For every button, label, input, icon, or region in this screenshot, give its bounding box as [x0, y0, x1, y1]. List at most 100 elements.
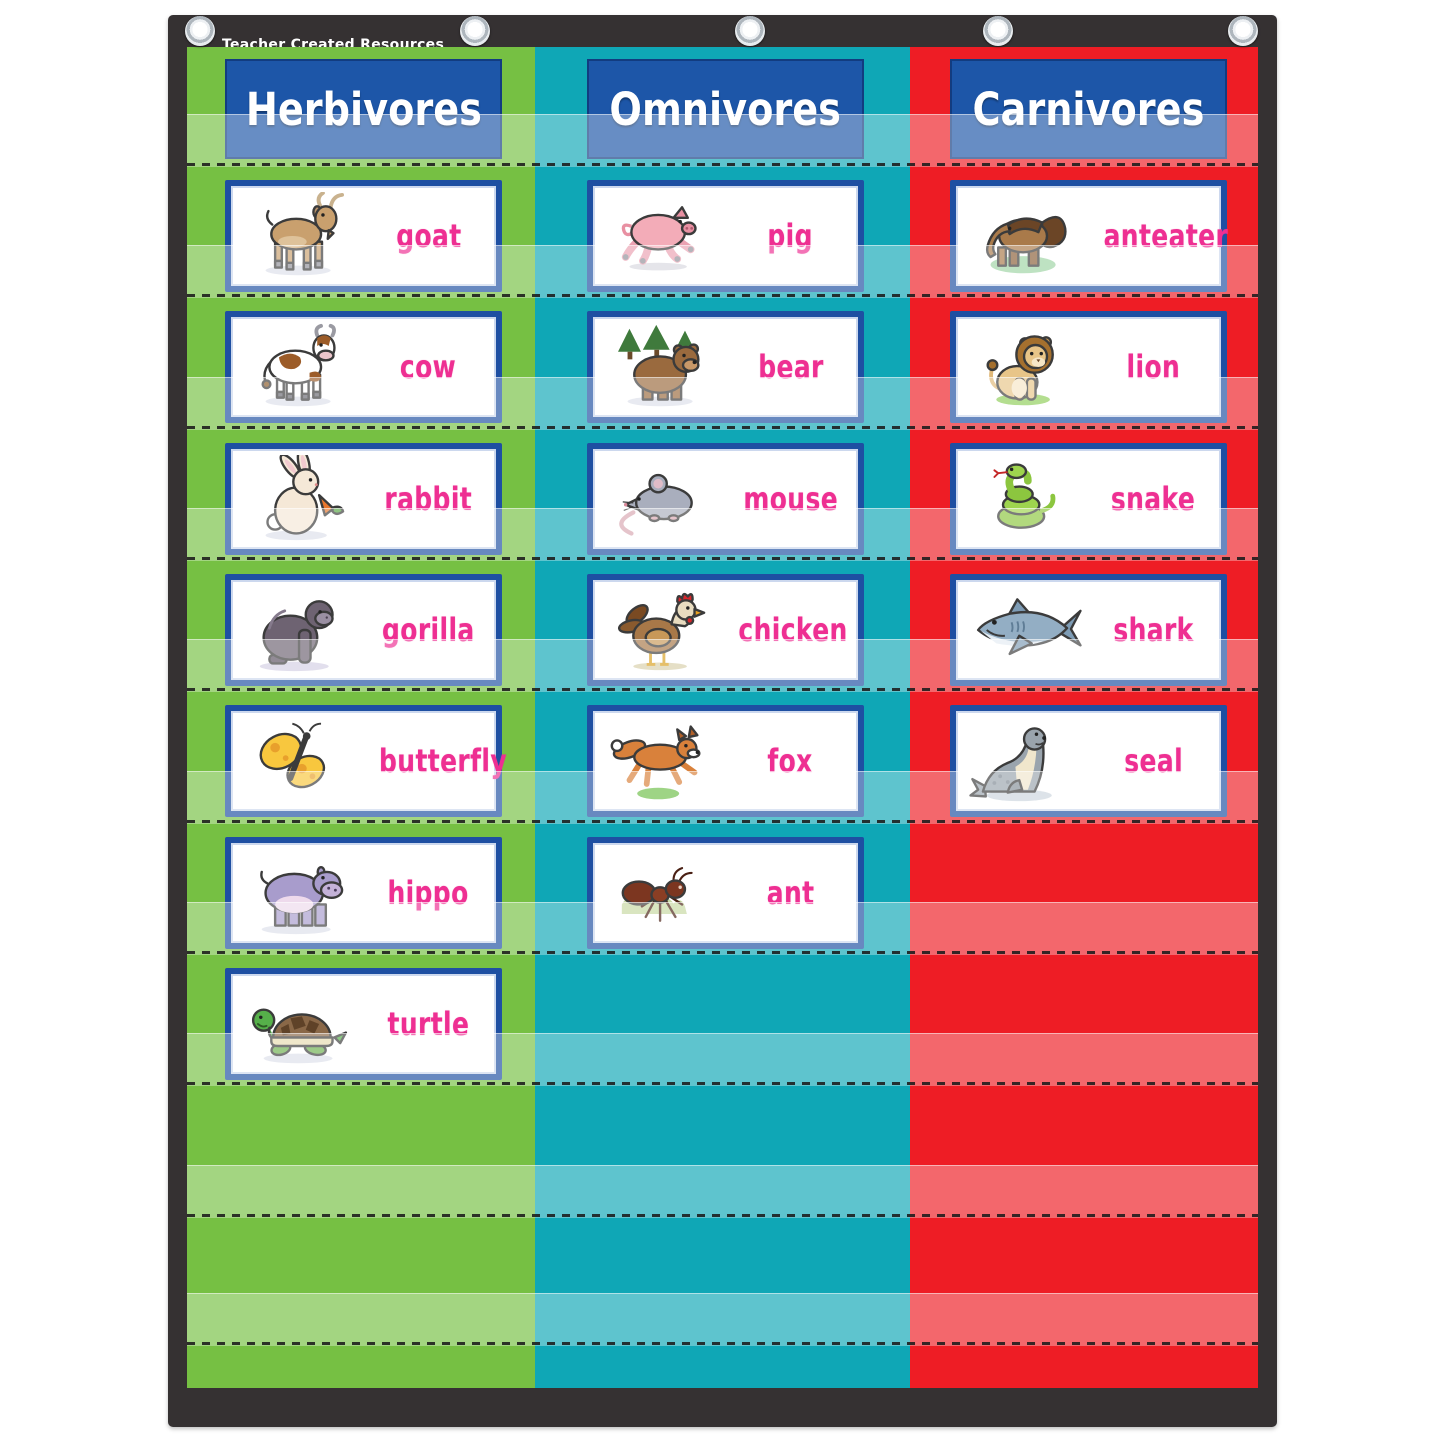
grommet-icon [983, 16, 1013, 46]
animal-card-cow[interactable]: cow [225, 311, 502, 423]
lion-image [964, 322, 1086, 412]
bear-illustration-icon [618, 324, 700, 407]
card-word: anteater [1103, 217, 1229, 255]
card-label: seal [1086, 742, 1221, 780]
card-word: fox [767, 742, 814, 780]
pig-illustration-icon [621, 206, 697, 271]
animal-card-pig[interactable]: pig [587, 180, 864, 292]
bear-image [601, 322, 723, 412]
snake-image [964, 454, 1086, 544]
goat-illustration-icon [265, 192, 344, 276]
card-label: mouse [723, 480, 858, 518]
animal-card-hippo[interactable]: hippo [225, 837, 502, 949]
ant-illustration-icon [621, 867, 693, 922]
cow-image [239, 322, 361, 412]
header-title: Herbivores [245, 82, 482, 136]
shark-image [964, 585, 1086, 675]
card-word: seal [1124, 742, 1183, 780]
card-label: shark [1086, 611, 1221, 649]
animal-card-lion[interactable]: lion [950, 311, 1227, 423]
card-word: cow [400, 348, 457, 386]
fox-illustration-icon [610, 725, 701, 800]
card-word: butterfly [379, 742, 507, 780]
card-label: fox [723, 742, 858, 780]
animal-card-seal[interactable]: seal [950, 705, 1227, 817]
anteater-image [964, 191, 1086, 281]
cow-illustration-icon [261, 323, 336, 407]
animal-card-shark[interactable]: shark [950, 574, 1227, 686]
card-word: gorilla [382, 611, 475, 649]
turtle-illustration-icon [251, 1008, 348, 1064]
rabbit-illustration-icon [265, 455, 345, 541]
animal-card-mouse[interactable]: mouse [587, 443, 864, 555]
card-word: lion [1126, 348, 1181, 386]
animal-card-anteater[interactable]: anteater [950, 180, 1228, 292]
animal-card-chicken[interactable]: chicken [587, 574, 864, 686]
seal-illustration-icon [969, 727, 1052, 802]
card-label: snake [1086, 480, 1221, 518]
mouse-illustration-icon [619, 473, 693, 536]
card-label: cow [361, 348, 496, 386]
card-label: hippo [361, 874, 496, 912]
animal-card-gorilla[interactable]: gorilla [225, 574, 502, 686]
card-word: hippo [387, 874, 470, 912]
card-label: gorilla [361, 611, 496, 649]
hippo-image [239, 848, 361, 938]
goat-image [239, 191, 361, 281]
grommet-icon [460, 16, 490, 46]
card-label: pig [723, 217, 858, 255]
seal-image [964, 716, 1086, 806]
card-label: turtle [361, 1005, 496, 1043]
column-header-omnivores[interactable]: Omnivores [587, 59, 864, 159]
column-header-herbivores[interactable]: Herbivores [225, 59, 502, 159]
animal-card-goat[interactable]: goat [225, 180, 502, 292]
ant-image [601, 848, 723, 938]
card-word: turtle [387, 1005, 470, 1043]
gorilla-illustration-icon [259, 600, 334, 672]
grommet-icon [185, 16, 215, 46]
card-word: bear [757, 348, 824, 386]
card-label: lion [1086, 348, 1221, 386]
butterfly-illustration-icon [259, 722, 326, 789]
pig-image [601, 191, 723, 281]
card-label: chicken [723, 611, 863, 649]
card-word: mouse [743, 480, 838, 518]
chicken-image [601, 585, 723, 675]
grommet-icon [735, 16, 765, 46]
hippo-illustration-icon [260, 865, 344, 935]
gorilla-image [239, 585, 361, 675]
card-word: shark [1113, 611, 1194, 649]
card-label: butterfly [361, 742, 525, 780]
turtle-image [239, 979, 361, 1069]
card-label: ant [723, 874, 858, 912]
card-word: goat [395, 217, 462, 255]
animal-card-bear[interactable]: bear [587, 311, 864, 423]
animal-card-rabbit[interactable]: rabbit [225, 443, 502, 555]
card-label: anteater [1086, 217, 1246, 255]
card-word: rabbit [384, 480, 473, 518]
animal-card-snake[interactable]: snake [950, 443, 1227, 555]
mouse-image [601, 454, 723, 544]
animal-card-turtle[interactable]: turtle [225, 968, 502, 1080]
card-label: bear [723, 348, 858, 386]
pocket-board: Herbivores goat cow rabbit gorilla butte… [187, 47, 1258, 1388]
animal-card-fox[interactable]: fox [587, 705, 864, 817]
card-word: chicken [738, 611, 848, 649]
card-label: rabbit [361, 480, 496, 518]
lion-illustration-icon [986, 335, 1054, 406]
header-title: Carnivores [972, 82, 1205, 136]
fox-image [601, 716, 723, 806]
animal-card-butterfly[interactable]: butterfly [225, 705, 507, 817]
snake-illustration-icon [993, 463, 1056, 529]
grommet-icon [1228, 16, 1258, 46]
chart-frame: Teacher Created Resources Herbivores goa… [168, 15, 1277, 1427]
animal-card-ant[interactable]: ant [587, 837, 864, 949]
rabbit-image [239, 454, 361, 544]
card-word: pig [767, 217, 814, 255]
chicken-illustration-icon [617, 592, 706, 671]
shark-illustration-icon [976, 598, 1082, 656]
anteater-illustration-icon [985, 215, 1067, 274]
card-word: ant [766, 874, 815, 912]
column-header-carnivores[interactable]: Carnivores [950, 59, 1227, 159]
